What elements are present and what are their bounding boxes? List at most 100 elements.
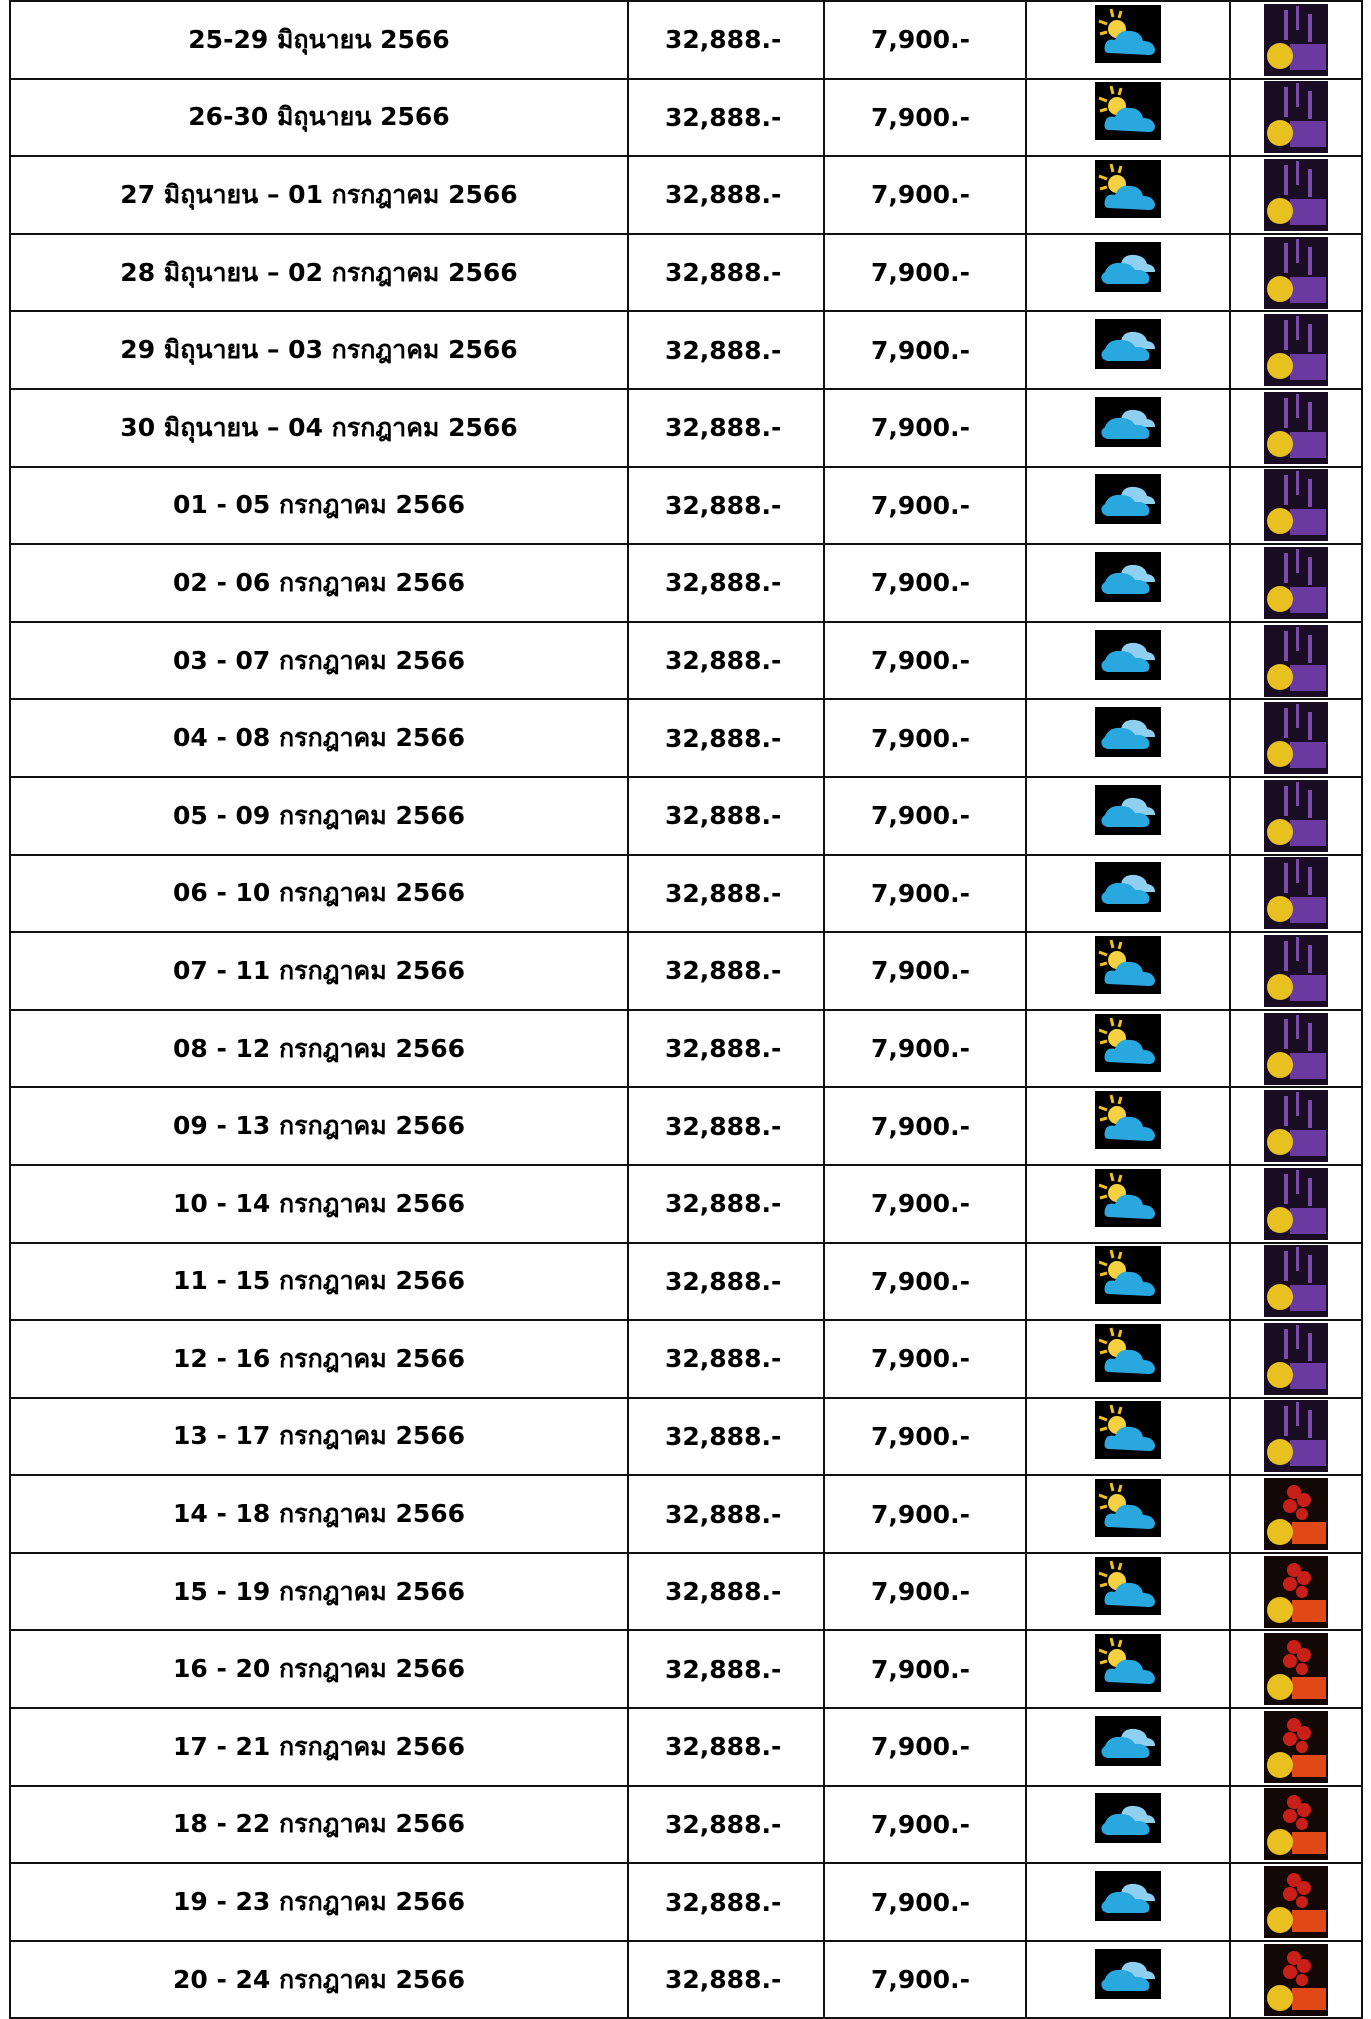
weather-icon bbox=[1025, 698, 1231, 778]
promo-image bbox=[1229, 1396, 1363, 1477]
table-row: 05 - 09 กรกฎาคม 2566 32,888.- 7,900.- bbox=[9, 775, 1363, 856]
date-cell: 15 - 19 กรกฎาคม 2566 bbox=[9, 1551, 629, 1632]
weather-icon bbox=[1025, 853, 1231, 934]
promo-image bbox=[1229, 310, 1363, 390]
table-row: 03 - 07 กรกฎาคม 2566 32,888.- 7,900.- bbox=[9, 620, 1363, 701]
weather-icon bbox=[1025, 0, 1231, 80]
promo-image bbox=[1229, 853, 1363, 934]
date-cell: 05 - 09 กรกฎาคม 2566 bbox=[9, 775, 629, 856]
price-cell: 32,888.- bbox=[627, 775, 825, 856]
table-row: 06 - 10 กรกฎาคม 2566 32,888.- 7,900.- bbox=[9, 853, 1363, 934]
price-cell: 32,888.- bbox=[627, 1008, 825, 1089]
table-row: 07 - 11 กรกฎาคม 2566 32,888.- 7,900.- bbox=[9, 931, 1363, 1011]
weather-icon bbox=[1025, 1008, 1231, 1089]
price-cell: 32,888.- bbox=[627, 1551, 825, 1632]
price-cell: 7,900.- bbox=[823, 465, 1027, 546]
weather-icon bbox=[1025, 310, 1231, 390]
promo-image bbox=[1229, 1474, 1363, 1554]
weather-icon bbox=[1025, 1163, 1231, 1244]
date-cell: 08 - 12 กรกฎาคม 2566 bbox=[9, 1008, 629, 1089]
price-cell: 7,900.- bbox=[823, 1086, 1027, 1166]
date-cell: 06 - 10 กรกฎาคม 2566 bbox=[9, 853, 629, 934]
price-cell: 32,888.- bbox=[627, 1629, 825, 1710]
price-cell: 7,900.- bbox=[823, 1784, 1027, 1865]
table-row: 17 - 21 กรกฎาคม 2566 32,888.- 7,900.- bbox=[9, 1707, 1363, 1787]
weather-icon bbox=[1025, 1474, 1231, 1554]
price-cell: 32,888.- bbox=[627, 620, 825, 701]
date-cell: 12 - 16 กรกฎาคม 2566 bbox=[9, 1319, 629, 1399]
price-cell: 32,888.- bbox=[627, 232, 825, 313]
promo-image bbox=[1229, 620, 1363, 701]
price-cell: 7,900.- bbox=[823, 1319, 1027, 1399]
promo-image bbox=[1229, 775, 1363, 856]
price-cell: 32,888.- bbox=[627, 1396, 825, 1477]
table-row: 28 มิถุนายน – 02 กรกฎาคม 2566 32,888.- 7,9… bbox=[9, 232, 1363, 313]
weather-icon bbox=[1025, 387, 1231, 468]
price-cell: 7,900.- bbox=[823, 387, 1027, 468]
date-cell: 28 มิถุนายน – 02 กรกฎาคม 2566 bbox=[9, 232, 629, 313]
weather-icon bbox=[1025, 620, 1231, 701]
price-cell: 32,888.- bbox=[627, 853, 825, 934]
date-cell: 07 - 11 กรกฎาคม 2566 bbox=[9, 931, 629, 1011]
price-cell: 32,888.- bbox=[627, 1939, 825, 2019]
price-cell: 7,900.- bbox=[823, 1862, 1027, 1942]
price-cell: 32,888.- bbox=[627, 1319, 825, 1399]
date-cell: 02 - 06 กรกฎาคม 2566 bbox=[9, 543, 629, 623]
price-cell: 7,900.- bbox=[823, 155, 1027, 235]
price-cell: 7,900.- bbox=[823, 1939, 1027, 2019]
promo-image bbox=[1229, 1241, 1363, 1322]
promo-image bbox=[1229, 77, 1363, 158]
price-cell: 7,900.- bbox=[823, 310, 1027, 390]
table-row: 12 - 16 กรกฎาคม 2566 32,888.- 7,900.- bbox=[9, 1319, 1363, 1399]
promo-image bbox=[1229, 1629, 1363, 1710]
promo-image bbox=[1229, 698, 1363, 778]
table-row: 01 - 05 กรกฎาคม 2566 32,888.- 7,900.- bbox=[9, 465, 1363, 546]
weather-icon bbox=[1025, 543, 1231, 623]
date-cell: 19 - 23 กรกฎาคม 2566 bbox=[9, 1862, 629, 1942]
promo-image bbox=[1229, 0, 1363, 80]
table-row: 09 - 13 กรกฎาคม 2566 32,888.- 7,900.- bbox=[9, 1086, 1363, 1166]
price-cell: 32,888.- bbox=[627, 698, 825, 778]
table-row: 18 - 22 กรกฎาคม 2566 32,888.- 7,900.- bbox=[9, 1784, 1363, 1865]
promo-image bbox=[1229, 931, 1363, 1011]
date-cell: 25-29 มิถุนายน 2566 bbox=[9, 0, 629, 80]
price-cell: 32,888.- bbox=[627, 77, 825, 158]
price-cell: 32,888.- bbox=[627, 1784, 825, 1865]
weather-icon bbox=[1025, 155, 1231, 235]
table-row: 27 มิถุนายน – 01 กรกฎาคม 2566 32,888.- 7,9… bbox=[9, 155, 1363, 235]
price-cell: 7,900.- bbox=[823, 232, 1027, 313]
table-row: 29 มิถุนายน – 03 กรกฎาคม 2566 32,888.- 7,9… bbox=[9, 310, 1363, 390]
price-cell: 7,900.- bbox=[823, 77, 1027, 158]
weather-icon bbox=[1025, 1862, 1231, 1942]
table-row: 20 - 24 กรกฎาคม 2566 32,888.- 7,900.- bbox=[9, 1939, 1363, 2019]
table-body: 25-29 มิถุนายน 2566 32,888.- 7,900.- 26-30 … bbox=[9, 0, 1363, 2019]
schedule-table: 25-29 มิถุนายน 2566 32,888.- 7,900.- 26-30 … bbox=[9, 0, 1363, 2019]
price-cell: 7,900.- bbox=[823, 931, 1027, 1011]
date-cell: 16 - 20 กรกฎาคม 2566 bbox=[9, 1629, 629, 1710]
table-row: 02 - 06 กรกฎาคม 2566 32,888.- 7,900.- bbox=[9, 543, 1363, 623]
promo-image bbox=[1229, 465, 1363, 546]
table-row: 25-29 มิถุนายน 2566 32,888.- 7,900.- bbox=[9, 0, 1363, 80]
price-cell: 32,888.- bbox=[627, 1241, 825, 1322]
date-cell: 13 - 17 กรกฎาคม 2566 bbox=[9, 1396, 629, 1477]
table-row: 15 - 19 กรกฎาคม 2566 32,888.- 7,900.- bbox=[9, 1551, 1363, 1632]
date-cell: 29 มิถุนายน – 03 กรกฎาคม 2566 bbox=[9, 310, 629, 390]
promo-image bbox=[1229, 1163, 1363, 1244]
weather-icon bbox=[1025, 1319, 1231, 1399]
table-row: 26-30 มิถุนายน 2566 32,888.- 7,900.- bbox=[9, 77, 1363, 158]
price-cell: 7,900.- bbox=[823, 1707, 1027, 1787]
promo-image bbox=[1229, 232, 1363, 313]
date-cell: 27 มิถุนายน – 01 กรกฎาคม 2566 bbox=[9, 155, 629, 235]
promo-image bbox=[1229, 1707, 1363, 1787]
price-cell: 7,900.- bbox=[823, 620, 1027, 701]
weather-icon bbox=[1025, 1551, 1231, 1632]
table-row: 10 - 14 กรกฎาคม 2566 32,888.- 7,900.- bbox=[9, 1163, 1363, 1244]
price-cell: 7,900.- bbox=[823, 543, 1027, 623]
weather-icon bbox=[1025, 931, 1231, 1011]
weather-icon bbox=[1025, 465, 1231, 546]
date-cell: 14 - 18 กรกฎาคม 2566 bbox=[9, 1474, 629, 1554]
price-cell: 7,900.- bbox=[823, 1474, 1027, 1554]
date-cell: 17 - 21 กรกฎาคม 2566 bbox=[9, 1707, 629, 1787]
price-cell: 7,900.- bbox=[823, 775, 1027, 856]
